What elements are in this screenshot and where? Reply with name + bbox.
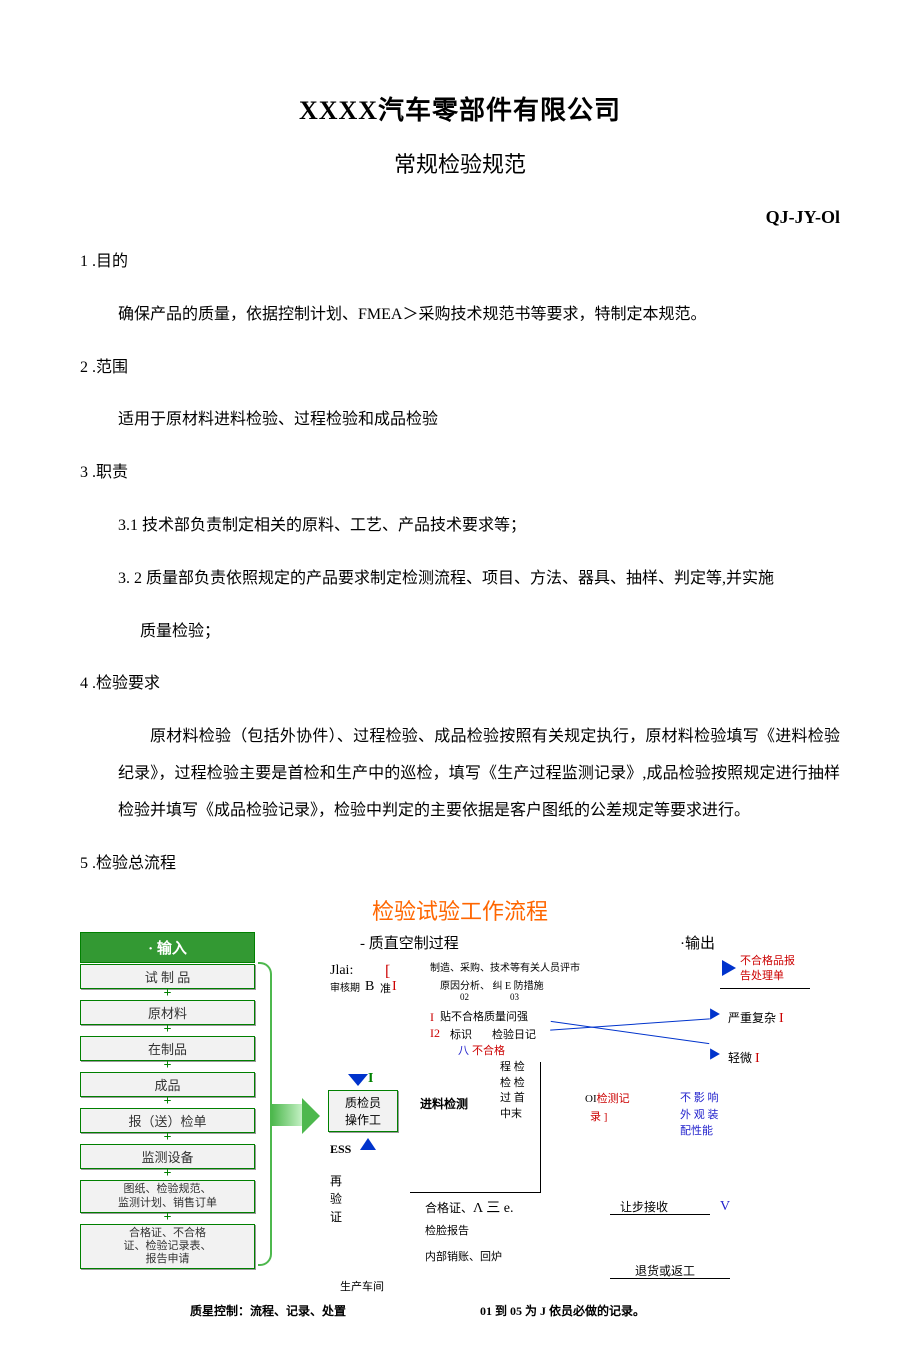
plus-icon: +	[80, 1213, 255, 1223]
i-label-1: I	[392, 978, 397, 996]
plus-icon: +	[80, 1061, 255, 1071]
jlai-label: Jlai:	[330, 962, 353, 980]
chejian-label: 生产车间	[340, 1280, 384, 1294]
o2-label: 02	[460, 992, 469, 1004]
input-item-8: 合格证、不合格 证、检验记录表、 报告申请	[80, 1224, 255, 1270]
yanzhong-label: 严重复杂 I	[728, 1010, 784, 1028]
arrow-right-icon	[722, 960, 736, 976]
shenhe-label: 审核期	[330, 982, 360, 995]
plus-icon: +	[80, 989, 255, 999]
section-4: 4 .检验要求	[80, 666, 840, 703]
oi-label: OI检测记	[585, 1092, 630, 1106]
tuihuo-label: 退货或返工	[635, 1264, 695, 1280]
section-2-body: 适用于原材料进料检验、过程检验和成品检验	[80, 402, 840, 439]
doc-number: QJ-JY-Ol	[80, 207, 840, 228]
riji-label: 检验日记	[492, 1028, 536, 1042]
neibu-label: 内部销账、回炉	[425, 1250, 502, 1264]
cheng-label: 程 检 检 检 过 首 中末	[500, 1060, 525, 1122]
arrow-up-icon	[360, 1138, 376, 1150]
baogao-label: 检脸报告	[425, 1224, 469, 1238]
ess-label: ESS	[330, 1142, 351, 1158]
section-3-1: 3.1 技术部负责制定相关的原料、工艺、产品技术要求等；	[80, 508, 840, 545]
o3-label: 03	[510, 992, 519, 1004]
section-2: 2 .范围	[80, 350, 840, 387]
tie-label: 贴不合格质量问强	[440, 1010, 528, 1024]
bracket-open: [	[385, 962, 390, 983]
big-arrow-tip	[302, 1098, 320, 1134]
plus-icon: +	[80, 1133, 255, 1143]
diagram-title: 检验试验工作流程	[80, 894, 840, 926]
buying-label: 不 影 响 外 观 装 配性能	[680, 1090, 719, 1140]
company-title: XXXX汽车零部件有限公司	[80, 90, 840, 127]
section-1: 1 .目的	[80, 244, 840, 281]
underline-3	[720, 988, 810, 989]
i2-label: I2	[430, 1026, 440, 1042]
v-label: V	[720, 1198, 730, 1216]
arrow-right-icon	[710, 1009, 720, 1020]
caption-left: 质星控制：流程、记录、处置	[190, 1302, 346, 1319]
qingwei-label: 轻微 I	[728, 1050, 760, 1068]
plus-icon: +	[80, 1025, 255, 1035]
section-3-2a: 3. 2 质量部负责依照规定的产品要求制定检测流程、项目、方法、器具、抽样、判定…	[80, 561, 840, 598]
green-i: I	[368, 1070, 373, 1088]
i-label-2: I	[430, 1010, 434, 1026]
bhg-out-label: 不合格品报 告处理单	[740, 954, 795, 983]
section-5: 5 .检验总流程	[80, 846, 840, 883]
input-item-7: 图纸、检验规范、 监测计划、销售订单	[80, 1180, 255, 1212]
b-label: B	[365, 978, 374, 996]
big-arrow	[272, 1104, 302, 1126]
caption-right: 01 到 05 为 J 依员必做的记录。	[480, 1302, 645, 1319]
zaiyan-label: 再 验 证	[330, 1172, 342, 1226]
hege-label: 合格证、Λ 三 e.	[425, 1200, 514, 1218]
biaoshi-label: 标识	[450, 1028, 472, 1042]
output-header: ·输出	[680, 932, 715, 953]
plus-icon: +	[80, 1097, 255, 1107]
section-4-body: 原材料检验（包括外协件）、过程检验、成品检验按照有关规定执行，原材料检验填写《进…	[80, 719, 840, 829]
buhege-label: 不合格	[472, 1044, 505, 1058]
arrow-right-icon	[710, 1049, 720, 1060]
process-header: - 质直空制过程	[360, 932, 459, 953]
section-1-body: 确保产品的质量，依据控制计划、FMEA＞采购技术规范书等要求，特制定本规范。	[80, 297, 840, 334]
rangbu-label: 让步接收	[620, 1200, 668, 1216]
section-3-2b: 质量检验；	[80, 614, 840, 651]
plus-icon: +	[80, 1169, 255, 1179]
section-3: 3 .职责	[80, 455, 840, 492]
doc-title: 常规检验规范	[80, 147, 840, 179]
zhun-label: 准	[380, 982, 391, 996]
make-label: 制造、采购、技术等有关人员评市	[430, 962, 580, 975]
qc-box: 质检员 操作工	[328, 1090, 398, 1132]
ba-label: 八	[458, 1044, 469, 1058]
input-column: · 输入 试 制 品 + 原材料 + 在制品 + 成品 + 报（送）检单 + 监…	[80, 932, 255, 1269]
bracket-left	[258, 962, 272, 1266]
reason-label: 原因分析、 纠 E 防措施	[440, 980, 544, 993]
flowchart-diagram: · 输入 试 制 品 + 原材料 + 在制品 + 成品 + 报（送）检单 + 监…	[80, 932, 840, 1322]
input-header: · 输入	[80, 932, 255, 963]
lu-label: 录 ]	[590, 1110, 607, 1124]
arrow-down-icon	[348, 1074, 368, 1086]
